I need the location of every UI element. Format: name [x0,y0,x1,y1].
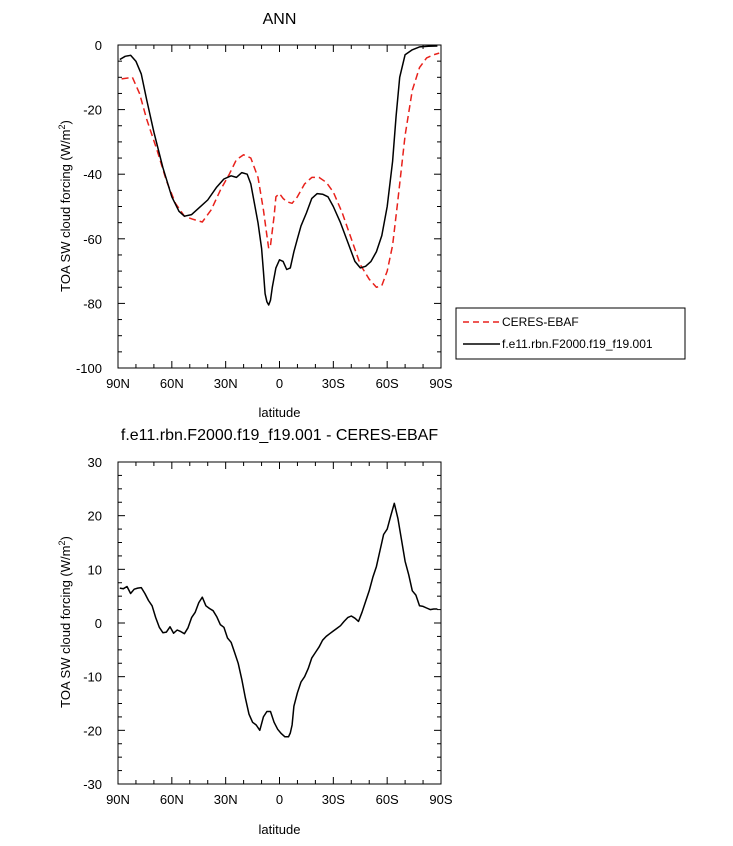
x-tick-label: 90S [429,376,452,391]
chart-panel-difference: f.e11.rbn.F2000.f19_f19.001 - CERES-EBAF… [57,427,453,837]
x-tick-label: 30S [322,376,345,391]
x-tick-label: 90N [106,376,130,391]
x-tick-label: 60N [160,792,184,807]
legend-box [455,307,686,360]
x-tick-label: 90N [106,792,130,807]
x-axis-label: latitude [259,822,301,837]
y-tick-label: -60 [83,232,102,247]
y-tick-label: 20 [88,509,102,524]
y-tick-label: -20 [83,103,102,118]
legend-label-model: f.e11.rbn.F2000.f19_f19.001 [502,337,653,351]
y-tick-label: 0 [95,616,102,631]
plot-frame [117,44,442,369]
series-line [119,45,438,306]
x-tick-label: 60S [376,792,399,807]
x-tick-label: 60S [376,376,399,391]
x-tick-label: 90S [429,792,452,807]
y-tick-label: -30 [83,777,102,792]
series-line [119,502,438,738]
chart-title: ANN [263,11,297,28]
y-tick-label: 0 [95,38,102,53]
y-tick-label: 30 [88,455,102,470]
y-tick-label: -100 [76,361,102,376]
y-tick-label: -20 [83,723,102,738]
legend-label-ceres: CERES-EBAF [502,315,579,329]
x-axis-label: latitude [259,405,301,420]
chart-panel-annual: ANN 90N 60N 30N 0 30S 60S 90S -100 -80 -60 -40 -20 0… [57,11,686,420]
x-tick-label: 60N [160,376,184,391]
x-tick-label: 30N [214,376,238,391]
x-tick-label: 30N [214,792,238,807]
y-tick-label: -40 [83,167,102,182]
y-tick-label: 10 [88,562,102,577]
legend: CERES-EBAF f.e11.rbn.F2000.f19_f19.001 [455,307,686,360]
chart-title: f.e11.rbn.F2000.f19_f19.001 - CERES-EBAF [121,427,438,444]
y-tick-label: -10 [83,670,102,685]
plot-area: 90N 60N 30N 0 30S 60S 90S -100 -80 -60 -40 -20 0 [76,38,453,391]
y-axis-label: TOA SW cloud forcing (W/m2) [57,120,73,292]
plot-area: 90N 60N 30N 0 30S 60S 90S -30 -20 -10 0 10 20 30 [83,455,453,807]
x-tick-label: 0 [276,376,283,391]
y-tick-label: -80 [83,296,102,311]
series-line [121,52,440,289]
x-tick-label: 0 [276,792,283,807]
x-tick-label: 30S [322,792,345,807]
y-axis-label: TOA SW cloud forcing (W/m2) [57,536,73,708]
